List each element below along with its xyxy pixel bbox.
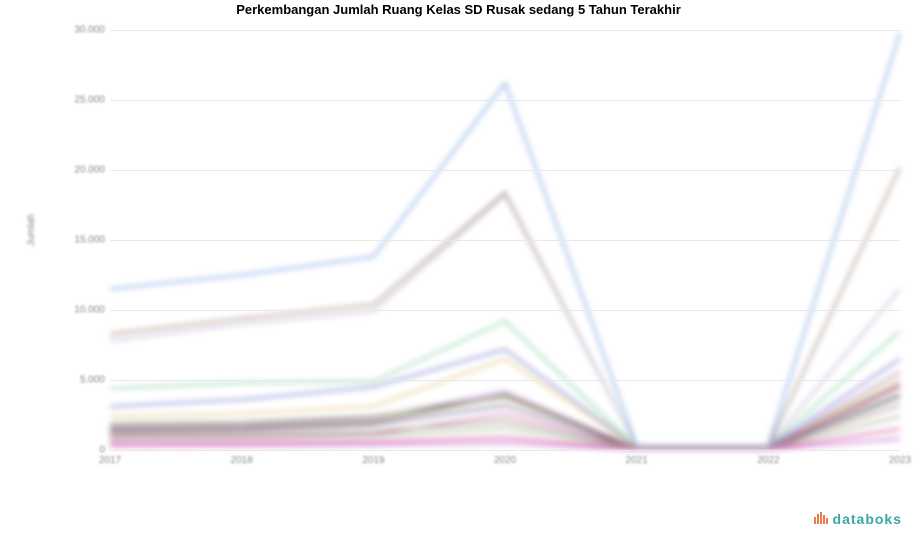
y-tick-label: 0	[60, 445, 105, 456]
x-tick-label: 2019	[353, 455, 393, 466]
grid-line	[110, 240, 900, 241]
y-tick-label: 10.000	[60, 305, 105, 316]
x-tick-label: 2017	[90, 455, 130, 466]
y-axis-label: Jumlah	[26, 214, 37, 246]
grid-line	[110, 380, 900, 381]
y-tick-label: 25.000	[60, 95, 105, 106]
databoks-icon	[813, 512, 829, 526]
y-tick-label: 15.000	[60, 235, 105, 246]
y-tick-label: 20.000	[60, 165, 105, 176]
x-tick-label: 2022	[748, 455, 788, 466]
grid-line	[110, 170, 900, 171]
watermark-text: databoks	[833, 511, 902, 527]
x-tick-label: 2020	[485, 455, 525, 466]
y-tick-label: 30.000	[60, 25, 105, 36]
grid-line	[110, 310, 900, 311]
x-tick-label: 2023	[880, 455, 917, 466]
grid-line	[110, 450, 900, 451]
chart-title: Perkembangan Jumlah Ruang Kelas SD Rusak…	[0, 0, 917, 17]
grid-line	[110, 30, 900, 31]
grid-line	[110, 100, 900, 101]
x-tick-label: 2018	[222, 455, 262, 466]
y-tick-label: 5.000	[60, 375, 105, 386]
x-tick-label: 2021	[617, 455, 657, 466]
watermark: databoks	[813, 511, 902, 527]
series-line	[110, 349, 900, 447]
